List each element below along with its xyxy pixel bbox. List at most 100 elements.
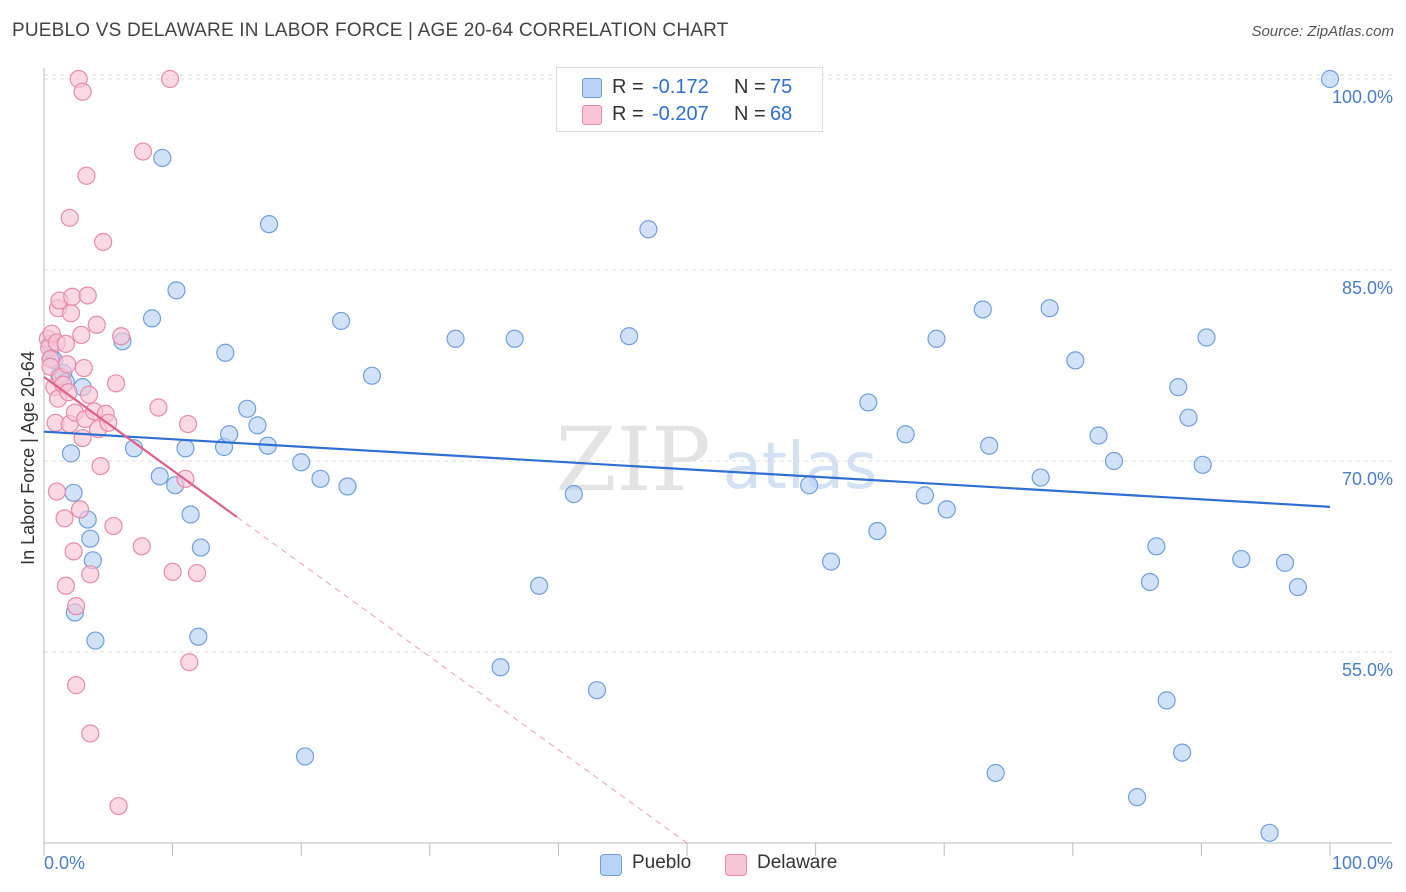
pueblo-point [1066, 351, 1085, 370]
pueblo-point [142, 309, 162, 328]
pueblo-point [564, 485, 583, 504]
delaware-swatch-icon [582, 105, 602, 125]
pueblo-point [292, 453, 311, 472]
pueblo-point [937, 500, 956, 519]
pueblo-point [153, 148, 172, 168]
delaware-point [79, 385, 99, 404]
pueblo-trend-line [43, 430, 1331, 508]
pueblo-point [530, 576, 549, 595]
y-tick-label: 100.0% [1332, 87, 1393, 107]
pueblo-point [1147, 537, 1166, 556]
delaware-point [87, 315, 106, 334]
bottom-legend: Pueblo Delaware [0, 852, 1406, 878]
pueblo-point [1232, 549, 1251, 569]
pueblo-point [1104, 451, 1124, 471]
pueblo-swatch-icon [582, 78, 602, 98]
x-tick-label: 0.0% [44, 853, 85, 873]
legend-r-value: -0.207 [652, 103, 709, 125]
legend: R = -0.172 N = 75 R = -0.207 N = 68 [556, 67, 823, 132]
pueblo-point [915, 486, 935, 505]
pueblo-point [248, 416, 267, 435]
delaware-point [163, 562, 182, 581]
pueblo-point [505, 329, 524, 348]
delaware-point [63, 287, 82, 306]
pueblo-point [81, 529, 100, 548]
delaware-point [180, 653, 199, 672]
source-label: Source: ZipAtlas.com [1251, 23, 1394, 40]
pueblo-point [986, 763, 1005, 783]
delaware-point [56, 576, 75, 595]
pueblo-point [859, 393, 878, 412]
pueblo-point [1320, 69, 1340, 89]
delaware-point [74, 358, 93, 378]
watermark-atlas: atlas [723, 430, 878, 504]
pueblo-point [1179, 408, 1198, 427]
y-tick-label: 70.0% [1342, 469, 1393, 489]
delaware-point [112, 327, 131, 346]
legend-r-label: R = [612, 103, 644, 125]
legend-n-value: 75 [770, 76, 793, 98]
y-tick-label: 85.0% [1342, 278, 1393, 298]
trend-lines [43, 376, 1331, 844]
pueblo-point [362, 366, 382, 385]
pueblo-point [61, 444, 81, 463]
legend-r-label: R = [612, 76, 644, 98]
pueblo-point [1140, 572, 1160, 592]
pueblo-point [1288, 577, 1307, 597]
delaware-point [47, 482, 66, 501]
pueblo-point [295, 747, 315, 766]
pueblo-point [587, 681, 607, 700]
delaware-point [81, 565, 100, 584]
delaware-point [132, 537, 151, 556]
pueblo-point [821, 552, 841, 571]
pueblo-point [311, 469, 330, 488]
axes [43, 68, 1392, 856]
delaware-point [61, 304, 81, 323]
pueblo-point [973, 300, 992, 319]
delaware-point [187, 563, 207, 583]
y-axis-label: In Labor Force | Age 20-64 [18, 351, 38, 565]
y-tick-label: 55.0% [1342, 660, 1393, 680]
pueblo-point [1157, 691, 1176, 710]
delaware-point [70, 500, 90, 519]
pueblo-point [64, 483, 83, 502]
delaware-point [73, 428, 92, 448]
delaware-point [160, 69, 180, 89]
delaware-trend-extension [236, 516, 688, 844]
pueblo-point [216, 343, 235, 362]
delaware-point [73, 82, 92, 101]
delaware-point [72, 325, 91, 345]
legend-delaware-label: Delaware [757, 852, 838, 873]
pueblo-point [1275, 553, 1295, 572]
pueblo-point [1260, 823, 1279, 842]
pueblo-point [639, 220, 658, 239]
pueblo-point [491, 658, 510, 677]
pueblo-point [1169, 378, 1188, 397]
pueblo-point [181, 505, 200, 524]
pueblo-point [1193, 455, 1212, 474]
pueblo-point [1127, 788, 1147, 807]
x-tick-label: 100.0% [1332, 853, 1393, 873]
pueblo-point [620, 327, 639, 346]
pueblo-point [446, 329, 465, 348]
pueblo-point [800, 476, 819, 495]
delaware-point [91, 456, 110, 476]
pueblo-point [868, 521, 887, 541]
tick-labels: 55.0% 70.0% 85.0% 100.0% 0.0% 100.0% [44, 87, 1393, 873]
delaware-point [60, 208, 79, 227]
delaware-point [78, 286, 97, 305]
pueblo-point [86, 631, 105, 650]
pueblo-point [338, 477, 357, 496]
delaware-point [56, 334, 75, 353]
delaware-trend-line [43, 376, 238, 518]
delaware-point [67, 597, 86, 616]
delaware-point [55, 509, 74, 528]
pueblo-point [259, 215, 279, 234]
pueblo-point [1089, 426, 1108, 445]
pueblo-point [1031, 468, 1050, 487]
series-delaware [38, 69, 207, 816]
delaware-point [77, 166, 96, 185]
legend-r-value: -0.172 [652, 76, 709, 98]
legend-pueblo-label: Pueblo [632, 852, 692, 873]
